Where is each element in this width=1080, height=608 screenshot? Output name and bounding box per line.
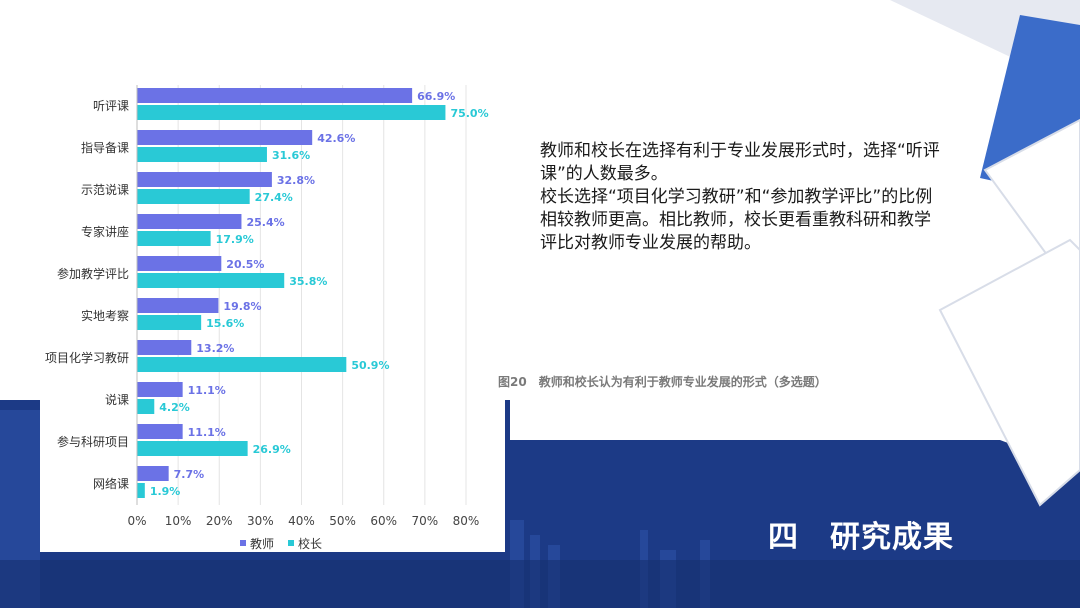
x-tick-label: 30% (247, 514, 274, 528)
data-label: 1.9% (150, 485, 181, 498)
data-label: 75.0% (450, 107, 488, 120)
data-label: 32.8% (277, 174, 315, 187)
bar-principal (137, 399, 155, 414)
category-label: 参加教学评比 (57, 266, 129, 281)
category-label: 说课 (105, 392, 129, 407)
bar-teacher (137, 424, 183, 439)
bar-principal (137, 315, 202, 330)
x-tick-label: 50% (329, 514, 356, 528)
figure-caption: 图20 教师和校长认为有利于教师专业发展的形式（多选题） (498, 375, 827, 389)
category-label: 指导备课 (81, 140, 129, 155)
description-paragraph-1: 教师和校长在选择有利于专业发展形式时，选择“听评课”的人数最多。 (540, 141, 940, 184)
x-tick-label: 0% (127, 514, 146, 528)
bar-principal (137, 189, 250, 204)
description: 教师和校长在选择有利于专业发展形式时，选择“听评课”的人数最多。 校长选择“项目… (540, 140, 940, 255)
x-tick-label: 70% (412, 514, 439, 528)
legend-swatch (240, 540, 246, 546)
bar-principal (137, 105, 446, 120)
category-label: 项目化学习教研 (45, 350, 129, 365)
x-tick-label: 40% (288, 514, 315, 528)
data-label: 27.4% (255, 191, 293, 204)
bar-teacher (137, 172, 272, 187)
data-label: 20.5% (226, 258, 264, 271)
data-label: 66.9% (417, 90, 455, 103)
x-tick-label: 60% (370, 514, 397, 528)
bar-chart: 0% 10% 20% 30% 40% 50% 60% 70% 80% 听评课 66.9% 75.0% 指… (45, 85, 489, 551)
data-label: 15.6% (206, 317, 244, 330)
data-label: 26.9% (253, 443, 291, 456)
x-tick-label: 80% (453, 514, 480, 528)
data-label: 17.9% (216, 233, 254, 246)
category-label: 实地考察 (81, 308, 129, 323)
bar-teacher (137, 466, 169, 481)
data-label: 19.8% (223, 300, 261, 313)
bar-teacher (137, 214, 242, 229)
data-label: 31.6% (272, 149, 310, 162)
legend-swatch (288, 540, 294, 546)
legend-label: 校长 (298, 536, 322, 551)
decor-white-card-2 (938, 238, 1080, 507)
category-label: 示范说课 (81, 182, 129, 197)
data-label: 4.2% (159, 401, 190, 414)
data-label: 42.6% (317, 132, 355, 145)
bar-principal (137, 273, 285, 288)
category-label: 专家讲座 (81, 224, 129, 239)
x-tick-label: 10% (165, 514, 192, 528)
description-paragraph-2: 校长选择“项目化学习教研”和“参加教学评比”的比例相较教师更高。相比教师，校长更… (540, 187, 933, 253)
bar-principal (137, 483, 145, 498)
bar-teacher (137, 298, 219, 313)
category-label: 参与科研项目 (57, 434, 129, 449)
legend-label: 教师 (250, 536, 274, 551)
category-label: 听评课 (93, 99, 129, 113)
bar-principal (137, 357, 347, 372)
data-label: 11.1% (188, 426, 226, 439)
data-label: 13.2% (196, 342, 234, 355)
bar-teacher (137, 340, 192, 355)
bar-teacher (137, 88, 413, 103)
section-title: 四 研究成果 (768, 520, 954, 555)
x-tick-label: 20% (206, 514, 233, 528)
data-label: 7.7% (174, 468, 205, 481)
bar-teacher (137, 130, 313, 145)
data-label: 35.8% (289, 275, 327, 288)
bar-principal (137, 147, 267, 162)
bar-principal (137, 231, 211, 246)
data-label: 25.4% (246, 216, 284, 229)
chart-panel: 0% 10% 20% 30% 40% 50% 60% 70% 80% 听评课 66.9% 75.0% 指… (40, 72, 505, 552)
data-label: 11.1% (188, 384, 226, 397)
data-label: 50.9% (351, 359, 389, 372)
decor-water (0, 560, 1080, 608)
category-label: 网络课 (93, 476, 129, 491)
bar-teacher (137, 256, 222, 271)
bar-teacher (137, 382, 183, 397)
bar-principal (137, 441, 248, 456)
